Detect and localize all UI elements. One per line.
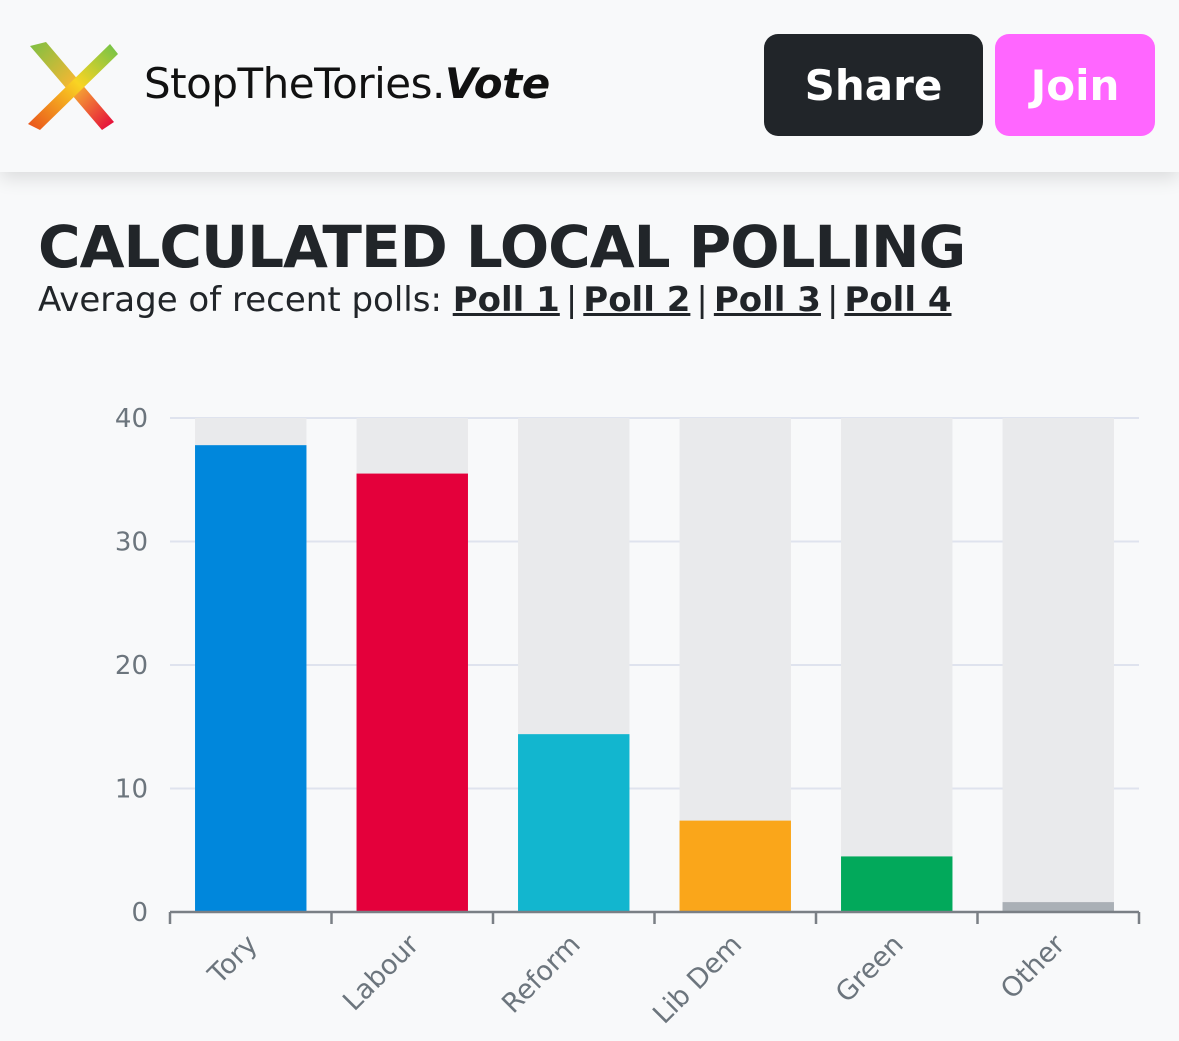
poll-link-4[interactable]: Poll 4 <box>844 280 952 320</box>
y-tick-label: 40 <box>115 404 148 434</box>
x-tick-label: Other <box>995 928 1072 1005</box>
x-tick-label: Lib Dem <box>647 929 748 1030</box>
x-tick-label: Reform <box>496 929 587 1020</box>
bar-tory <box>195 445 307 912</box>
separator: | <box>565 280 578 320</box>
bar-other <box>1002 902 1114 912</box>
site-header: StopTheTories.Vote Share Join <box>0 0 1179 172</box>
separator: | <box>826 280 839 320</box>
bar-track <box>841 418 953 912</box>
x-tick-label: Labour <box>337 928 426 1017</box>
poll-link-2[interactable]: Poll 2 <box>583 280 691 320</box>
brand-vote: Vote <box>444 59 550 108</box>
join-button[interactable]: Join <box>995 34 1155 136</box>
bar-reform <box>518 734 630 912</box>
poll-sources: Average of recent polls: Poll 1 | Poll 2 | P… <box>38 278 952 322</box>
bar-labour <box>356 473 468 912</box>
x-tick-label: Tory <box>202 929 264 991</box>
x-tick-label: Green <box>830 929 910 1009</box>
share-button[interactable]: Share <box>764 34 983 136</box>
page-title: CALCULATED LOCAL POLLING <box>38 213 966 281</box>
poll-sources-prefix: Average of recent polls: <box>38 280 442 320</box>
x-mark-icon[interactable] <box>22 38 122 134</box>
bar-lib-dem <box>679 820 791 912</box>
poll-link-3[interactable]: Poll 3 <box>713 280 821 320</box>
polling-bar-chart: 0 10 20 30 40 Tory Labour Reform Lib Dem Green Oth… <box>115 404 1141 1030</box>
y-tick-label: 20 <box>115 651 148 681</box>
y-tick-label: 0 <box>131 898 148 928</box>
y-tick-label: 10 <box>115 775 148 805</box>
brand-main: StopTheTories. <box>144 59 445 108</box>
brand-wordmark[interactable]: StopTheTories.Vote <box>144 58 550 110</box>
bar-track <box>1002 418 1114 912</box>
separator: | <box>696 280 708 320</box>
bar-green <box>841 856 953 912</box>
y-tick-label: 30 <box>115 528 148 558</box>
poll-link-1[interactable]: Poll 1 <box>452 280 560 320</box>
